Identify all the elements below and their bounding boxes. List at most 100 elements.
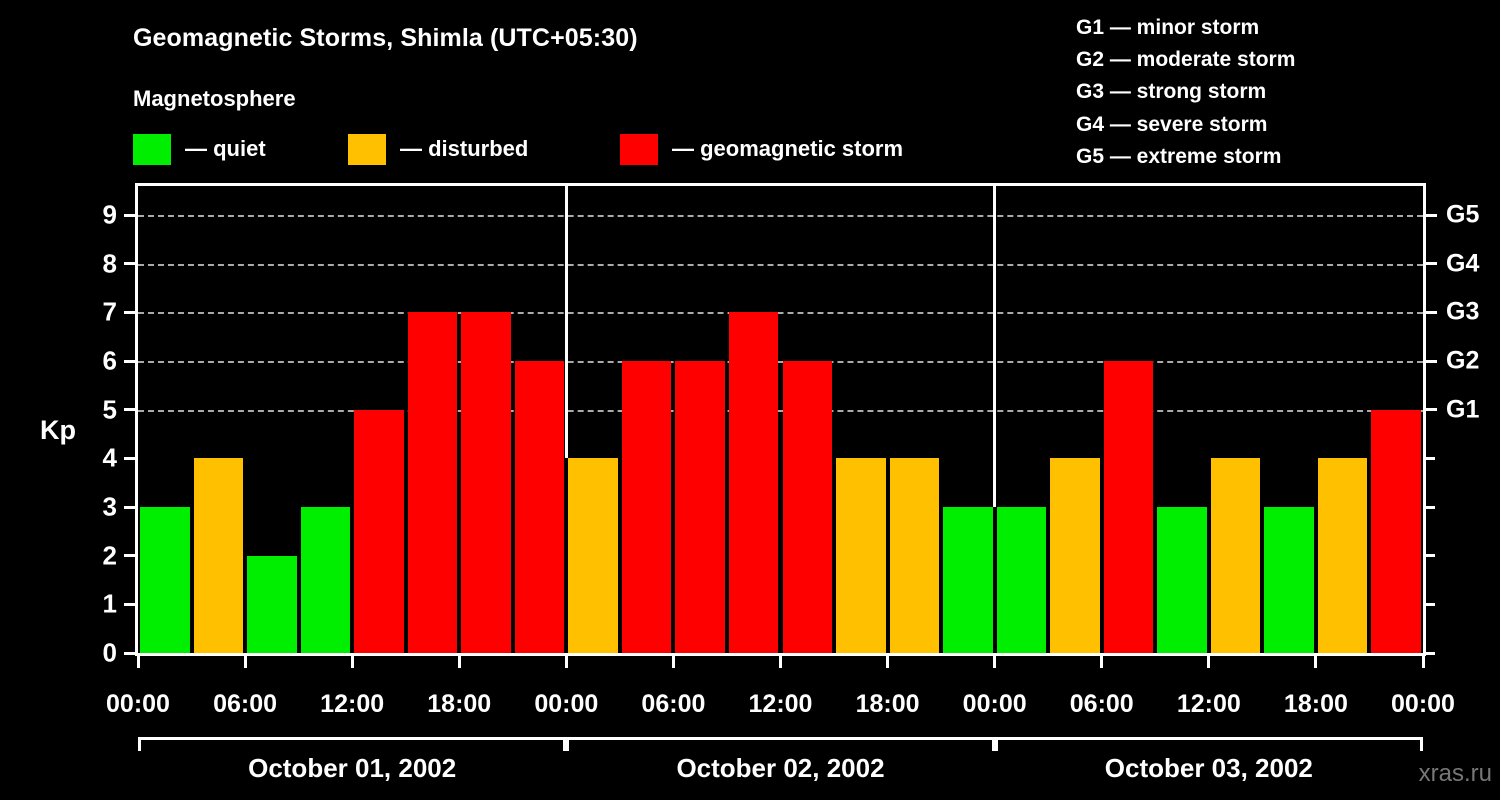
bar bbox=[461, 312, 511, 653]
bar bbox=[1317, 458, 1368, 653]
day-label: October 02, 2002 bbox=[676, 753, 885, 783]
x-axis-tick bbox=[1207, 656, 1211, 668]
y-axis-title: Kp bbox=[40, 415, 76, 445]
bar bbox=[354, 409, 404, 653]
g-scale-key-row-2: G2 — moderate storm bbox=[1076, 48, 1296, 72]
y-axis-tick-label: 8 bbox=[102, 248, 117, 279]
y-axis-tick-label: 7 bbox=[102, 296, 117, 327]
plot-inner bbox=[138, 186, 1423, 653]
bar bbox=[889, 458, 940, 653]
g-axis-minor-tick bbox=[1426, 262, 1435, 266]
g-axis-minor-tick bbox=[1426, 359, 1435, 363]
bar bbox=[621, 361, 672, 653]
day-bracket bbox=[138, 737, 567, 751]
y-axis-tick-label: 1 bbox=[102, 588, 117, 619]
g-scale-key-row-1: G1 — minor storm bbox=[1076, 16, 1260, 39]
legend-label-disturbed: — disturbed bbox=[400, 136, 529, 161]
legend-swatch-disturbed-icon bbox=[348, 133, 386, 165]
g-axis-tick-label: G1 bbox=[1446, 395, 1480, 424]
day-separator-1 bbox=[564, 186, 568, 459]
y-axis-tick bbox=[124, 554, 135, 558]
g-scale-key-row-5: G5 — extreme storm bbox=[1076, 144, 1282, 168]
day-bracket bbox=[566, 737, 995, 751]
bar bbox=[728, 312, 779, 653]
gridline-kp-6 bbox=[138, 361, 1423, 364]
x-axis-tick bbox=[993, 656, 997, 668]
bar bbox=[300, 507, 351, 653]
y-axis-tick bbox=[124, 505, 135, 509]
x-axis-tick bbox=[1314, 656, 1318, 668]
legend-item-disturbed: — disturbed bbox=[348, 133, 528, 165]
g-axis-minor-tick bbox=[1426, 408, 1435, 412]
bar bbox=[407, 312, 458, 653]
y-axis-tick-label: 2 bbox=[102, 540, 117, 571]
y-axis-tick-label: 3 bbox=[102, 491, 117, 522]
x-axis-tick bbox=[564, 656, 568, 668]
watermark: xras.ru bbox=[1418, 760, 1492, 787]
bar bbox=[247, 555, 297, 653]
x-axis-tick-label: 12:00 bbox=[1176, 690, 1241, 718]
magnetosphere-label: Magnetosphere bbox=[133, 86, 296, 111]
x-axis-tick bbox=[136, 656, 140, 668]
y-axis-tick bbox=[124, 456, 135, 460]
x-axis-tick-label: 18:00 bbox=[855, 690, 920, 718]
x-axis-tick bbox=[779, 656, 782, 668]
x-axis-tick bbox=[350, 656, 354, 668]
y-axis-tick-label: 4 bbox=[102, 442, 117, 473]
gridline-kp-9 bbox=[138, 215, 1423, 218]
bar bbox=[1157, 507, 1207, 653]
y-axis-tick bbox=[124, 408, 135, 412]
bar bbox=[675, 361, 725, 653]
bar bbox=[514, 361, 565, 653]
x-axis-tick-label: 06:00 bbox=[213, 690, 278, 718]
g-axis-minor-tick bbox=[1426, 602, 1435, 606]
x-axis-tick-label: 06:00 bbox=[641, 690, 706, 718]
bar bbox=[1371, 409, 1421, 653]
legend-label-geomagnetic-storm: — geomagnetic storm bbox=[672, 136, 904, 161]
legend-swatch-quiet-icon bbox=[133, 133, 171, 165]
y-axis-tick bbox=[124, 310, 135, 314]
x-axis-tick-label: 12:00 bbox=[748, 690, 813, 718]
x-axis-tick-label: 00:00 bbox=[534, 690, 599, 718]
x-axis-tick-label: 06:00 bbox=[1069, 690, 1134, 718]
x-axis-tick-label: 18:00 bbox=[1283, 690, 1348, 718]
gridline-kp-7 bbox=[138, 312, 1423, 315]
bar bbox=[1210, 458, 1261, 653]
y-axis-tick-label: 6 bbox=[102, 345, 117, 376]
y-axis-tick bbox=[124, 213, 135, 217]
x-axis-tick bbox=[671, 656, 675, 668]
x-axis-tick-label: 00:00 bbox=[1391, 690, 1455, 718]
x-axis-tick bbox=[243, 656, 247, 668]
legend-label-quiet: — quiet bbox=[185, 136, 266, 161]
bar bbox=[568, 458, 618, 653]
y-axis-tick bbox=[124, 359, 135, 363]
g-axis-minor-tick bbox=[1426, 310, 1435, 314]
y-axis-tick bbox=[124, 651, 135, 655]
bar bbox=[836, 458, 886, 653]
x-axis-tick bbox=[1100, 656, 1104, 668]
x-axis-tick-label: 00:00 bbox=[106, 690, 170, 718]
bar bbox=[996, 507, 1047, 653]
g-axis-tick-label: G4 bbox=[1446, 249, 1480, 278]
bar bbox=[943, 507, 993, 653]
bar bbox=[1050, 458, 1100, 653]
legend-item-geomagnetic-storm: — geomagnetic storm bbox=[620, 133, 903, 165]
g-axis-tick-label: G5 bbox=[1446, 200, 1480, 229]
g-axis-minor-tick bbox=[1426, 554, 1435, 558]
plot-area bbox=[135, 183, 1426, 656]
gridline-kp-5 bbox=[138, 409, 1423, 412]
bar bbox=[140, 507, 190, 653]
x-axis-tick-label: 00:00 bbox=[962, 690, 1027, 718]
g-axis-tick-label: G3 bbox=[1446, 297, 1480, 326]
y-axis-tick bbox=[124, 602, 135, 606]
g-axis-minor-tick bbox=[1426, 456, 1435, 460]
g-scale-key-row-4: G4 — severe storm bbox=[1076, 112, 1268, 136]
g-axis-minor-tick bbox=[1426, 651, 1435, 655]
page-title: Geomagnetic Storms, Shimla (UTC+05:30) bbox=[133, 24, 638, 52]
legend-swatch-storm-icon bbox=[620, 133, 658, 165]
y-axis-tick-label: 9 bbox=[102, 199, 117, 230]
day-label: October 03, 2002 bbox=[1104, 753, 1313, 783]
bar bbox=[1264, 507, 1314, 653]
x-axis-tick bbox=[886, 656, 890, 668]
